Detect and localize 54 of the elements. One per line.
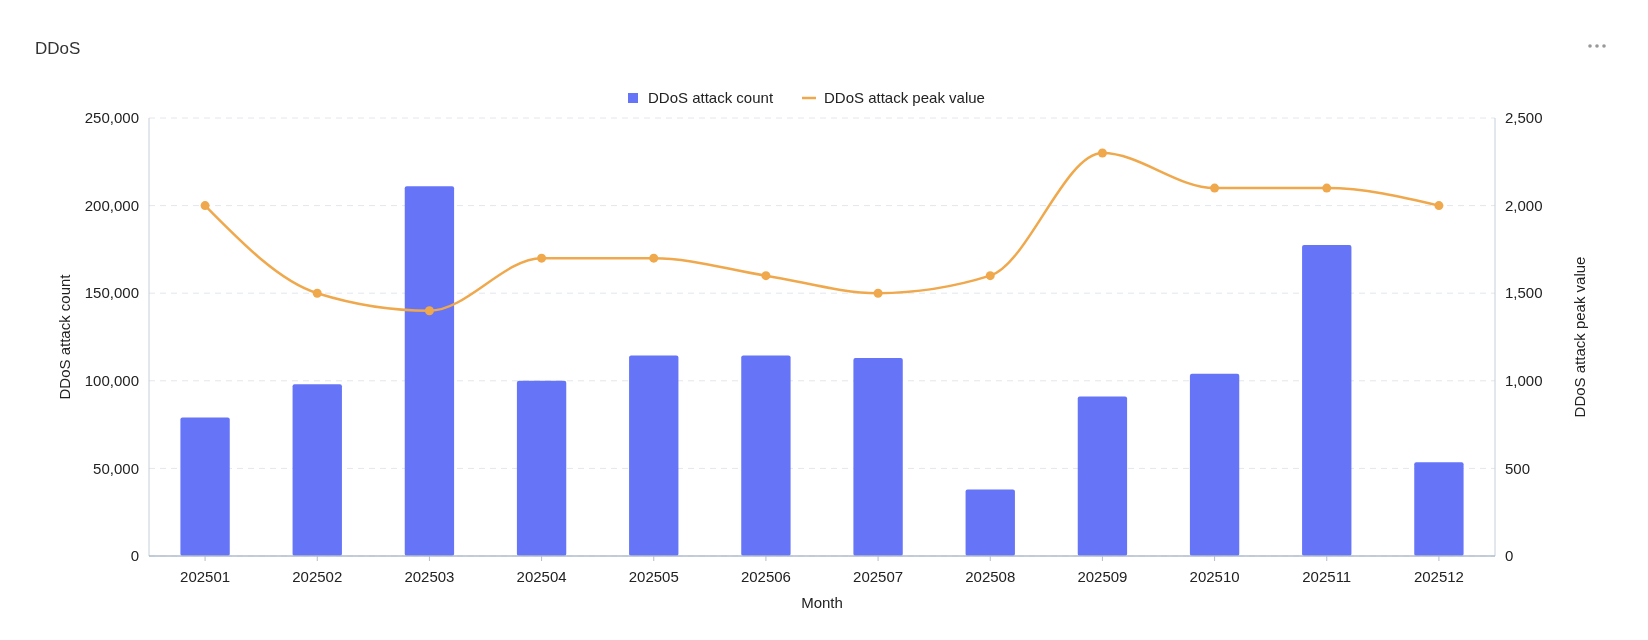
y-tick-label: 150,000 xyxy=(84,284,139,302)
y2-tick-label: 2,000 xyxy=(1505,196,1543,214)
x-tick-label: 202502 xyxy=(292,568,343,585)
point xyxy=(985,271,995,281)
point xyxy=(424,306,434,316)
bar xyxy=(1189,373,1240,556)
y2-tick-label: 1,000 xyxy=(1505,372,1543,390)
point xyxy=(761,271,771,281)
bar xyxy=(741,355,791,556)
legend-label: DDoS attack count xyxy=(648,89,774,107)
y2-tick-label: 1,500 xyxy=(1505,284,1543,302)
x-tick-label: 202509 xyxy=(1077,568,1128,585)
x-tick-label: 202508 xyxy=(965,568,1016,585)
bar xyxy=(180,417,230,556)
x-tick-label: 202503 xyxy=(404,568,455,585)
point xyxy=(537,253,547,263)
y2-axis-title: DDoS attack peak value xyxy=(1571,256,1588,418)
point xyxy=(649,253,659,263)
chart-title: DDoS xyxy=(35,39,81,58)
bar xyxy=(1077,396,1128,556)
y-tick-label: 200,000 xyxy=(84,196,139,214)
y-tick-label: 250,000 xyxy=(84,109,139,127)
x-tick-label: 202505 xyxy=(628,568,679,585)
x-tick-label: 202501 xyxy=(180,568,231,585)
bar xyxy=(516,380,567,556)
point xyxy=(312,288,322,298)
bar xyxy=(853,358,903,556)
x-tick-label: 202504 xyxy=(516,568,567,585)
legend-label: DDoS attack peak value xyxy=(824,89,985,107)
x-tick-label: 202510 xyxy=(1189,568,1240,585)
point xyxy=(1097,148,1107,158)
x-axis-title: Month xyxy=(801,594,843,611)
y-tick-label: 100,000 xyxy=(84,372,139,390)
y2-tick-label: 0 xyxy=(1505,547,1514,565)
y-axis-title: DDoS attack count xyxy=(56,273,73,400)
point xyxy=(1322,183,1332,193)
bar xyxy=(629,355,679,556)
y-tick-label: 50,000 xyxy=(93,459,139,477)
x-tick-label: 202512 xyxy=(1413,568,1464,585)
point xyxy=(873,288,883,298)
point xyxy=(1210,183,1220,193)
bar xyxy=(1302,245,1352,556)
bar xyxy=(965,489,1015,556)
bar xyxy=(404,186,455,556)
x-tick-label: 202511 xyxy=(1302,568,1352,585)
y2-tick-label: 2,500 xyxy=(1505,109,1543,127)
y2-tick-label: 500 xyxy=(1505,459,1531,477)
point xyxy=(1434,201,1444,211)
bar xyxy=(292,384,342,556)
x-tick-label: 202506 xyxy=(740,568,791,585)
point xyxy=(200,201,210,211)
x-tick-label: 202507 xyxy=(853,568,904,585)
bar xyxy=(1414,462,1464,556)
y-tick-label: 0 xyxy=(130,547,139,565)
